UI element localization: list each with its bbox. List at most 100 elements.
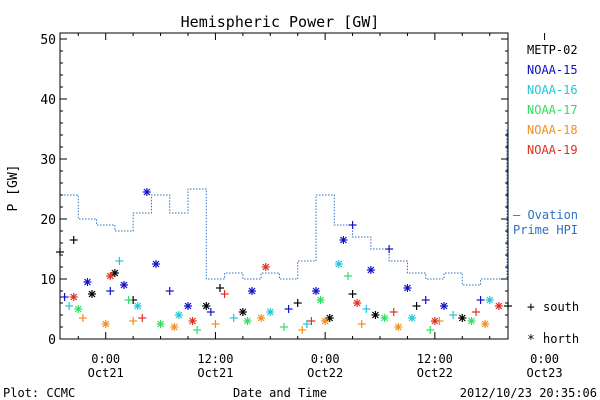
point-noaa-15-south xyxy=(106,287,115,295)
point-metp-02-north xyxy=(238,308,247,316)
point-noaa-19-north xyxy=(353,299,362,307)
point-metp-02-south xyxy=(69,236,78,244)
legend-ovation-line1: — Ovation xyxy=(513,208,578,222)
point-noaa-19-north xyxy=(188,317,197,325)
point-metp-02-north xyxy=(110,269,119,277)
y-tick-label: 40 xyxy=(40,93,56,108)
point-noaa-15-south xyxy=(284,305,293,313)
x-tick-time: 0:00 xyxy=(311,352,340,366)
point-noaa-16-south xyxy=(115,257,124,265)
point-noaa-17-south xyxy=(193,326,202,334)
point-noaa-16-north xyxy=(174,311,183,319)
y-tick-label: 20 xyxy=(40,213,56,228)
point-noaa-15-north xyxy=(184,302,192,310)
point-noaa-15-north xyxy=(83,278,92,286)
legend-item-noaa-18: NOAA-18 xyxy=(527,123,578,137)
ovation-step-line xyxy=(61,129,508,286)
point-noaa-15-north xyxy=(120,281,128,289)
point-noaa-16-south xyxy=(65,302,74,310)
point-noaa-17-south xyxy=(124,296,133,304)
point-metp-02-south xyxy=(293,299,302,307)
legend-item-noaa-15: NOAA-15 xyxy=(527,63,578,77)
point-noaa-16-north xyxy=(485,296,494,304)
y-tick-label: 0 xyxy=(48,333,56,348)
point-metp-02-south xyxy=(348,290,357,298)
point-noaa-18-south xyxy=(129,317,138,325)
point-noaa-16-north xyxy=(334,260,343,268)
legend: — Ovation Prime HPI + south * north METP… xyxy=(513,43,579,348)
point-noaa-18-north xyxy=(394,323,403,331)
plot-frame xyxy=(59,32,509,340)
point-metp-02-north xyxy=(202,302,211,310)
point-noaa-18-north xyxy=(481,320,490,328)
chart-title: Hemispheric Power [GW] xyxy=(181,13,380,31)
legend-item-noaa-16: NOAA-16 xyxy=(527,83,578,97)
y-tick-label: 10 xyxy=(40,273,56,288)
point-noaa-19-north xyxy=(494,302,503,310)
point-noaa-19-south xyxy=(307,317,316,325)
point-noaa-15-south xyxy=(421,296,430,304)
point-noaa-15-north xyxy=(403,284,412,292)
point-noaa-15-north xyxy=(339,236,348,244)
legend-south-symbol: + xyxy=(527,300,535,315)
point-noaa-15-south xyxy=(60,293,69,301)
x-tick-date: Oct21 xyxy=(88,366,124,380)
x-tick-date: Oct22 xyxy=(307,366,343,380)
point-metp-02-south xyxy=(412,302,421,310)
x-tick-date: Oct22 xyxy=(417,366,453,380)
legend-item-noaa-17: NOAA-17 xyxy=(527,103,578,117)
point-noaa-17-north xyxy=(316,296,325,304)
point-metp-02-south xyxy=(216,284,224,292)
point-metp-02-north xyxy=(458,314,467,322)
point-noaa-19-south xyxy=(389,308,398,316)
point-noaa-19-south xyxy=(220,290,229,298)
point-noaa-15-south xyxy=(206,308,215,316)
point-noaa-15-north xyxy=(248,287,256,295)
point-noaa-19-south xyxy=(138,314,147,322)
legend-north-label: north xyxy=(543,332,579,346)
point-noaa-17-north xyxy=(243,317,252,325)
point-noaa-16-north xyxy=(133,302,142,310)
data-points xyxy=(56,188,512,334)
x-tick-time: 12:00 xyxy=(197,352,233,366)
point-noaa-19-south xyxy=(472,308,480,316)
plot-credit: Plot: CCMC xyxy=(3,386,75,400)
x-tick-time: 0:00 xyxy=(91,352,120,366)
point-noaa-18-south xyxy=(211,320,220,328)
point-noaa-15-north xyxy=(152,260,160,268)
point-noaa-16-south xyxy=(449,311,458,319)
point-noaa-15-south xyxy=(348,221,357,229)
point-noaa-18-north xyxy=(257,314,266,322)
point-noaa-16-north xyxy=(408,314,416,322)
legend-north-symbol: * xyxy=(527,333,535,348)
point-noaa-18-north xyxy=(321,317,330,325)
point-metp-02-north xyxy=(88,290,96,298)
point-noaa-16-south xyxy=(362,305,371,313)
x-axis-label: Date and Time xyxy=(233,386,327,400)
point-noaa-19-north xyxy=(261,263,270,271)
point-noaa-19-north xyxy=(69,293,78,301)
point-noaa-16-south xyxy=(229,314,238,322)
x-tick-date: Oct21 xyxy=(197,366,233,380)
legend-south-label: south xyxy=(543,300,579,314)
point-noaa-18-north xyxy=(101,320,110,328)
point-noaa-18-north xyxy=(170,323,179,331)
point-noaa-15-north xyxy=(312,287,320,295)
x-tick-date: Oct23 xyxy=(527,366,563,380)
point-noaa-17-south xyxy=(426,326,435,334)
x-tick-time: 12:00 xyxy=(417,352,453,366)
y-tick-label: 30 xyxy=(40,153,56,168)
point-noaa-17-north xyxy=(156,320,165,328)
ovation-hpi-line xyxy=(61,129,508,286)
legend-item-metp-02: METP-02 xyxy=(527,43,578,57)
point-metp-02-north xyxy=(325,314,334,322)
point-noaa-15-south xyxy=(165,287,174,295)
legend-item-noaa-19: NOAA-19 xyxy=(527,143,578,157)
point-noaa-18-south xyxy=(78,314,87,322)
point-noaa-15-north xyxy=(142,188,151,196)
y-tick-label: 50 xyxy=(40,33,56,48)
point-noaa-17-north xyxy=(467,317,476,325)
plot-timestamp: 2012/10/23 20:35:06 xyxy=(460,386,597,400)
axes: 010203040500:00Oct2112:00Oct210:00Oct221… xyxy=(40,32,563,380)
